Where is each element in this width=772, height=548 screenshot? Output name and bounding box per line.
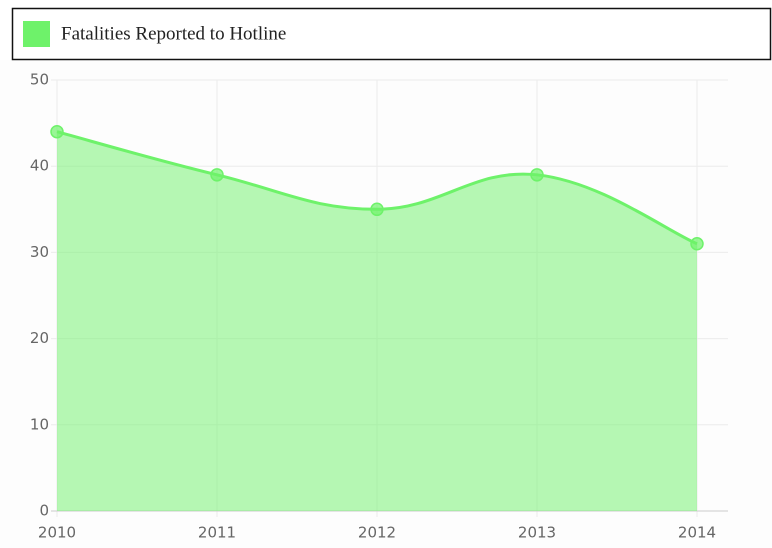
y-tick-label: 20 [30, 329, 49, 347]
point [370, 202, 384, 217]
y-tick-label: 10 [30, 415, 49, 433]
legend-swatch [23, 21, 50, 47]
x-tick-label: 2013 [518, 524, 556, 542]
y-tick-label: 40 [30, 157, 49, 175]
legend-label: Fatalities Reported to Hotline [61, 23, 286, 44]
point [210, 168, 224, 182]
x-tick-label: 2012 [358, 524, 396, 542]
x-tick-label: 2014 [678, 524, 716, 542]
point [50, 124, 64, 139]
area-fill [57, 131, 697, 511]
point [530, 168, 544, 182]
y-tick-label: 30 [30, 243, 49, 261]
x-tick-label: 2010 [38, 524, 76, 542]
y-tick-label: 50 [30, 71, 49, 89]
x-tick-label: 2011 [198, 524, 236, 542]
y-tick-label: 0 [39, 502, 49, 520]
point [690, 237, 704, 251]
legend-box [11, 7, 772, 61]
